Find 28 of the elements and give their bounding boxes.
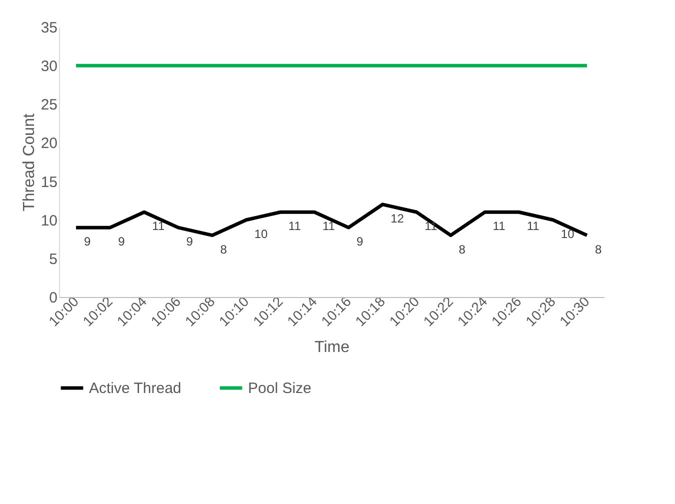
data-label: 11 (424, 219, 438, 234)
data-label: 11 (288, 219, 302, 234)
y-tick-label: 5 (49, 250, 58, 268)
y-tick-label: 15 (40, 174, 58, 191)
y-axis-title: Thread Count (20, 113, 38, 212)
data-label: 11 (492, 219, 506, 234)
legend-label: Pool Size (248, 380, 312, 397)
y-tick-label: 35 (40, 20, 58, 36)
data-label: 8 (458, 242, 466, 256)
data-label: 10 (560, 226, 575, 241)
data-label: 9 (356, 234, 364, 249)
line-series (74, 202, 589, 238)
legend-label: Active Thread (89, 380, 182, 397)
data-label: 11 (526, 219, 540, 234)
y-tick-label: 20 (40, 135, 58, 152)
data-label: 12 (390, 211, 404, 226)
data-label: 8 (220, 242, 228, 256)
y-tick-label: 25 (40, 96, 58, 114)
data-label: 9 (186, 234, 194, 249)
data-label: 9 (118, 234, 126, 249)
data-label: 10 (254, 226, 268, 241)
data-label: 8 (594, 242, 602, 256)
data-label: 9 (84, 234, 92, 249)
y-tick-label: 10 (40, 212, 58, 230)
data-label: 11 (152, 219, 165, 234)
x-axis-title: Time (314, 339, 350, 356)
y-tick-label: 30 (40, 58, 58, 76)
data-label: 11 (322, 219, 336, 234)
